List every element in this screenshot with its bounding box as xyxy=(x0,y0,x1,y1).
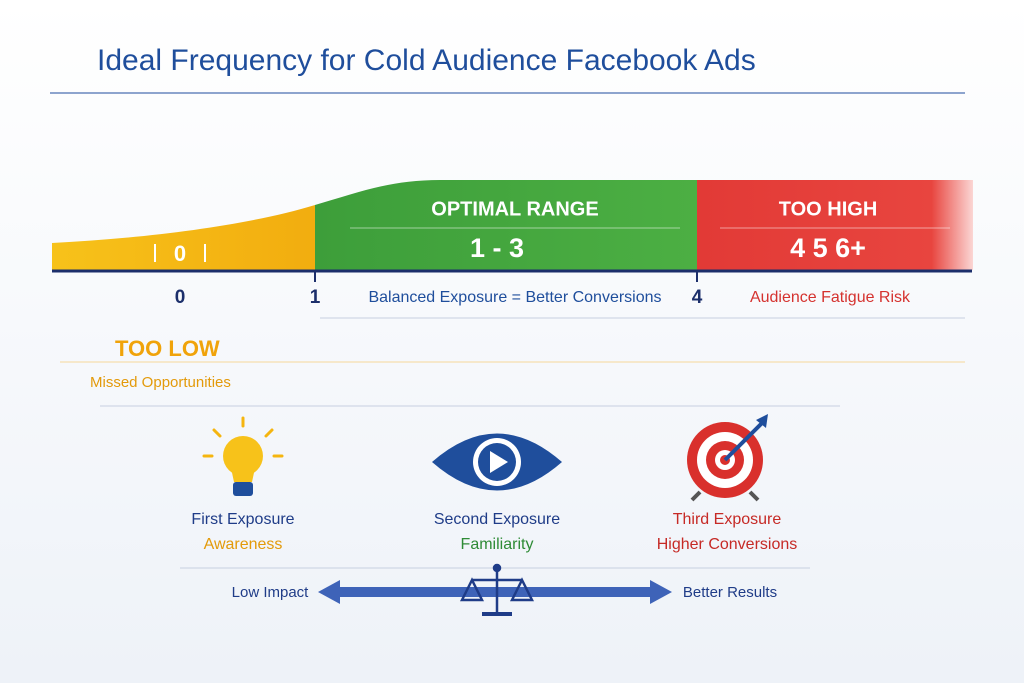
target-icon xyxy=(687,414,768,502)
step-title: Third Exposure xyxy=(673,511,782,528)
bulb-icon xyxy=(202,416,284,496)
title: Ideal Frequency for Cold Audience Facebo… xyxy=(97,44,756,77)
low-note: Missed Opportunities xyxy=(90,374,231,391)
optimal-label: OPTIMAL RANGE xyxy=(431,198,598,220)
zone-low xyxy=(52,205,315,270)
scale-arrow xyxy=(318,580,672,604)
high-value: 4 5 6+ xyxy=(790,233,866,263)
zone-optimal xyxy=(315,180,697,270)
balance-icon xyxy=(459,563,535,616)
axis-label: 1 xyxy=(310,287,321,308)
step-title: First Exposure xyxy=(191,511,294,528)
axis-label: 0 xyxy=(175,287,186,308)
eye-icon xyxy=(432,433,562,491)
low-value: 0 xyxy=(174,241,186,266)
high-label: TOO HIGH xyxy=(779,198,878,220)
optimal-value: 1 - 3 xyxy=(470,233,524,263)
axis-label: 4 xyxy=(692,287,703,308)
scale-right: Better Results xyxy=(683,584,777,601)
step-title: Second Exposure xyxy=(434,511,560,528)
optimal-caption: Balanced Exposure = Better Conversions xyxy=(368,289,661,306)
step-subtitle: Higher Conversions xyxy=(657,536,798,553)
step-subtitle: Awareness xyxy=(204,536,283,553)
scale-left: Low Impact xyxy=(232,584,310,601)
high-caption: Audience Fatigue Risk xyxy=(750,289,911,306)
step-subtitle: Familiarity xyxy=(461,536,534,553)
low-label: TOO LOW xyxy=(115,336,220,361)
zone-high xyxy=(697,180,973,270)
